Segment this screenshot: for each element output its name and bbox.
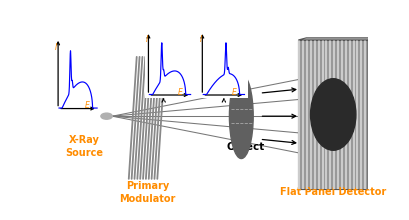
Polygon shape [299,38,376,40]
Text: E: E [178,88,182,97]
Bar [341,40,343,189]
Bar [353,40,355,189]
Bar [349,40,351,189]
Text: Object: Object [227,142,265,152]
Text: E: E [85,101,90,110]
Ellipse shape [310,79,356,150]
Text: I: I [55,43,58,52]
Text: Flat Panel Detector: Flat Panel Detector [280,187,387,197]
Bar [326,40,328,189]
Bar [306,40,308,189]
Bar [364,40,366,189]
Bar [302,40,304,189]
Bar [333,40,335,189]
Bar [310,40,312,189]
Bar [314,40,316,189]
Text: Primary
Modulator: Primary Modulator [119,181,176,204]
Bar [145,30,194,97]
Bar [299,40,368,189]
Text: X-Ray
Source: X-Ray Source [65,135,103,158]
Circle shape [101,113,112,119]
Bar [321,40,324,189]
Bar [299,40,300,189]
Bar [337,40,339,189]
Polygon shape [368,38,376,189]
Bar [357,40,358,189]
Text: E: E [231,88,236,97]
Bar [198,30,248,97]
Ellipse shape [229,74,253,159]
Text: I: I [146,35,148,44]
Text: I: I [200,35,202,44]
Bar [360,40,362,189]
Bar [318,40,320,189]
Bar [329,40,331,189]
Bar [54,37,100,111]
Bar [345,40,347,189]
